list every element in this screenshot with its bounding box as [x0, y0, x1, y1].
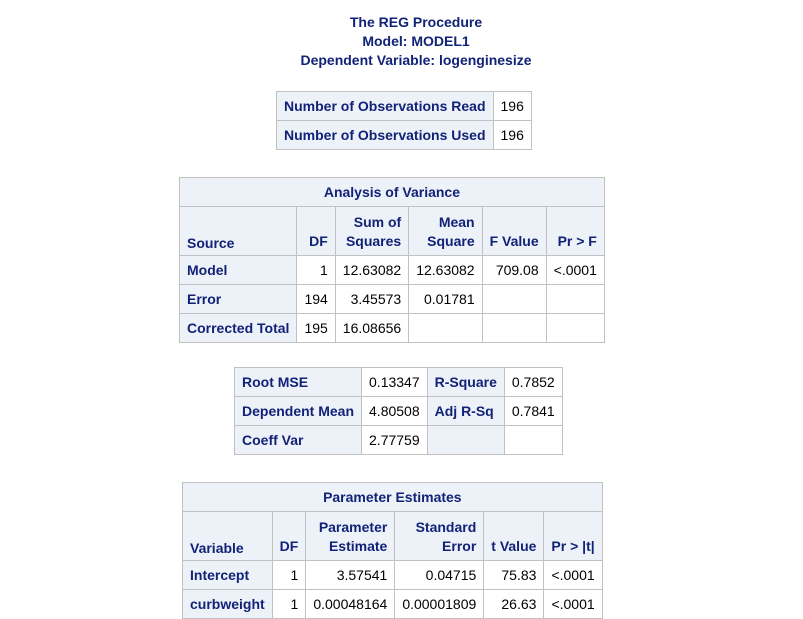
col-header-standard-error: Standard Error	[394, 511, 485, 561]
cell-se: 0.04715	[394, 560, 485, 590]
output-titles: The REG Procedure Model: MODEL1 Dependen…	[0, 13, 803, 70]
cell-estimate: 3.57541	[305, 560, 396, 590]
cell-ss: 16.08656	[334, 313, 410, 343]
col-header-pr-f: Pr > F	[545, 206, 605, 256]
adj-r-sq-label: Adj R-Sq	[426, 396, 505, 426]
table-row: Dependent Mean 4.80508 Adj R-Sq 0.7841	[233, 396, 563, 426]
fit-statistics-table: Root MSE 0.13347 R-Square 0.7852 Depende…	[233, 367, 563, 455]
cell-f	[481, 284, 547, 314]
params-caption: Parameter Estimates	[182, 482, 603, 512]
table-row: Model 1 12.63082 12.63082 709.08 <.0001	[178, 255, 605, 285]
obs-read-value: 196	[492, 91, 532, 121]
coeff-var-value: 2.77759	[361, 425, 428, 455]
parameter-estimates-table: Parameter Estimates Variable DF Paramete…	[182, 482, 603, 619]
observations-table: Number of Observations Read 196 Number o…	[276, 91, 532, 150]
coeff-var-label: Coeff Var	[233, 425, 363, 455]
empty-label	[426, 425, 505, 455]
cell-se: 0.00001809	[394, 589, 485, 619]
procedure-title: The REG Procedure	[349, 14, 483, 30]
row-header-model: Model	[178, 255, 298, 285]
row-header-corrected-total: Corrected Total	[178, 313, 298, 343]
ss-header-line1: Sum of	[353, 214, 402, 230]
est-header-line1: Parameter	[318, 519, 388, 535]
row-header-curbweight: curbweight	[182, 589, 273, 619]
se-header-line2: Error	[442, 538, 477, 554]
r-square-label: R-Square	[426, 367, 505, 397]
col-header-t-value: t Value	[483, 511, 545, 561]
adj-r-sq-value: 0.7841	[503, 396, 563, 426]
ms-header-line1: Mean	[438, 214, 475, 230]
cell-df: 194	[296, 284, 336, 314]
col-header-mean-square: Mean Square	[408, 206, 483, 256]
table-row: curbweight 1 0.00048164 0.00001809 26.63…	[182, 589, 603, 619]
root-mse-value: 0.13347	[361, 367, 428, 397]
root-mse-label: Root MSE	[233, 367, 363, 397]
table-row: Coeff Var 2.77759	[233, 425, 563, 455]
table-row: Number of Observations Read 196	[276, 91, 532, 121]
obs-read-label: Number of Observations Read	[276, 91, 494, 121]
cell-t: 26.63	[483, 589, 545, 619]
cell-df: 1	[296, 255, 336, 285]
table-caption-row: Analysis of Variance	[179, 177, 605, 207]
table-row: Intercept 1 3.57541 0.04715 75.83 <.0001	[182, 560, 603, 590]
model-title: Model: MODEL1	[362, 33, 470, 49]
se-header-line1: Standard	[415, 519, 477, 535]
table-row: Corrected Total 195 16.08656	[178, 313, 605, 343]
col-header-df: DF	[271, 511, 307, 561]
cell-df: 1	[271, 589, 307, 619]
table-header-row: Variable DF Parameter Estimate Standard Er…	[182, 511, 603, 561]
cell-ms: 0.01781	[408, 284, 483, 314]
row-header-intercept: Intercept	[182, 560, 273, 590]
dependent-mean-label: Dependent Mean	[233, 396, 363, 426]
cell-f: 709.08	[481, 255, 547, 285]
col-header-parameter-estimate: Parameter Estimate	[305, 511, 396, 561]
cell-p	[545, 313, 605, 343]
col-header-source: Source	[178, 206, 298, 256]
row-header-error: Error	[178, 284, 298, 314]
empty-value	[503, 425, 563, 455]
cell-df: 1	[271, 560, 307, 590]
table-caption-row: Parameter Estimates	[182, 482, 603, 512]
anova-caption: Analysis of Variance	[179, 177, 605, 207]
cell-p: <.0001	[543, 589, 603, 619]
cell-ss: 3.45573	[334, 284, 410, 314]
cell-t: 75.83	[483, 560, 545, 590]
cell-p	[545, 284, 605, 314]
col-header-pr-t: Pr > |t|	[543, 511, 603, 561]
col-header-f-value: F Value	[481, 206, 547, 256]
dependent-variable-title: Dependent Variable: logenginesize	[300, 52, 532, 68]
cell-p: <.0001	[543, 560, 603, 590]
r-square-value: 0.7852	[503, 367, 563, 397]
cell-ss: 12.63082	[334, 255, 410, 285]
ms-header-line2: Square	[427, 233, 475, 249]
est-header-line2: Estimate	[328, 538, 388, 554]
table-header-row: Source DF Sum of Squares Mean Square F Val…	[178, 206, 605, 256]
table-row: Error 194 3.45573 0.01781	[178, 284, 605, 314]
cell-estimate: 0.00048164	[305, 589, 396, 619]
table-row: Number of Observations Used 196	[276, 120, 532, 150]
cell-ms: 12.63082	[408, 255, 483, 285]
cell-p: <.0001	[545, 255, 605, 285]
obs-used-label: Number of Observations Used	[276, 120, 494, 150]
col-header-variable: Variable	[182, 511, 273, 561]
cell-df: 195	[296, 313, 336, 343]
obs-used-value: 196	[492, 120, 532, 150]
anova-table: Analysis of Variance Source DF Sum of Squ…	[178, 177, 605, 343]
col-header-df: DF	[296, 206, 336, 256]
dependent-mean-value: 4.80508	[361, 396, 428, 426]
cell-f	[481, 313, 547, 343]
ss-header-line2: Squares	[345, 233, 402, 249]
cell-ms	[408, 313, 483, 343]
table-row: Root MSE 0.13347 R-Square 0.7852	[233, 367, 563, 397]
col-header-sum-of-squares: Sum of Squares	[334, 206, 410, 256]
